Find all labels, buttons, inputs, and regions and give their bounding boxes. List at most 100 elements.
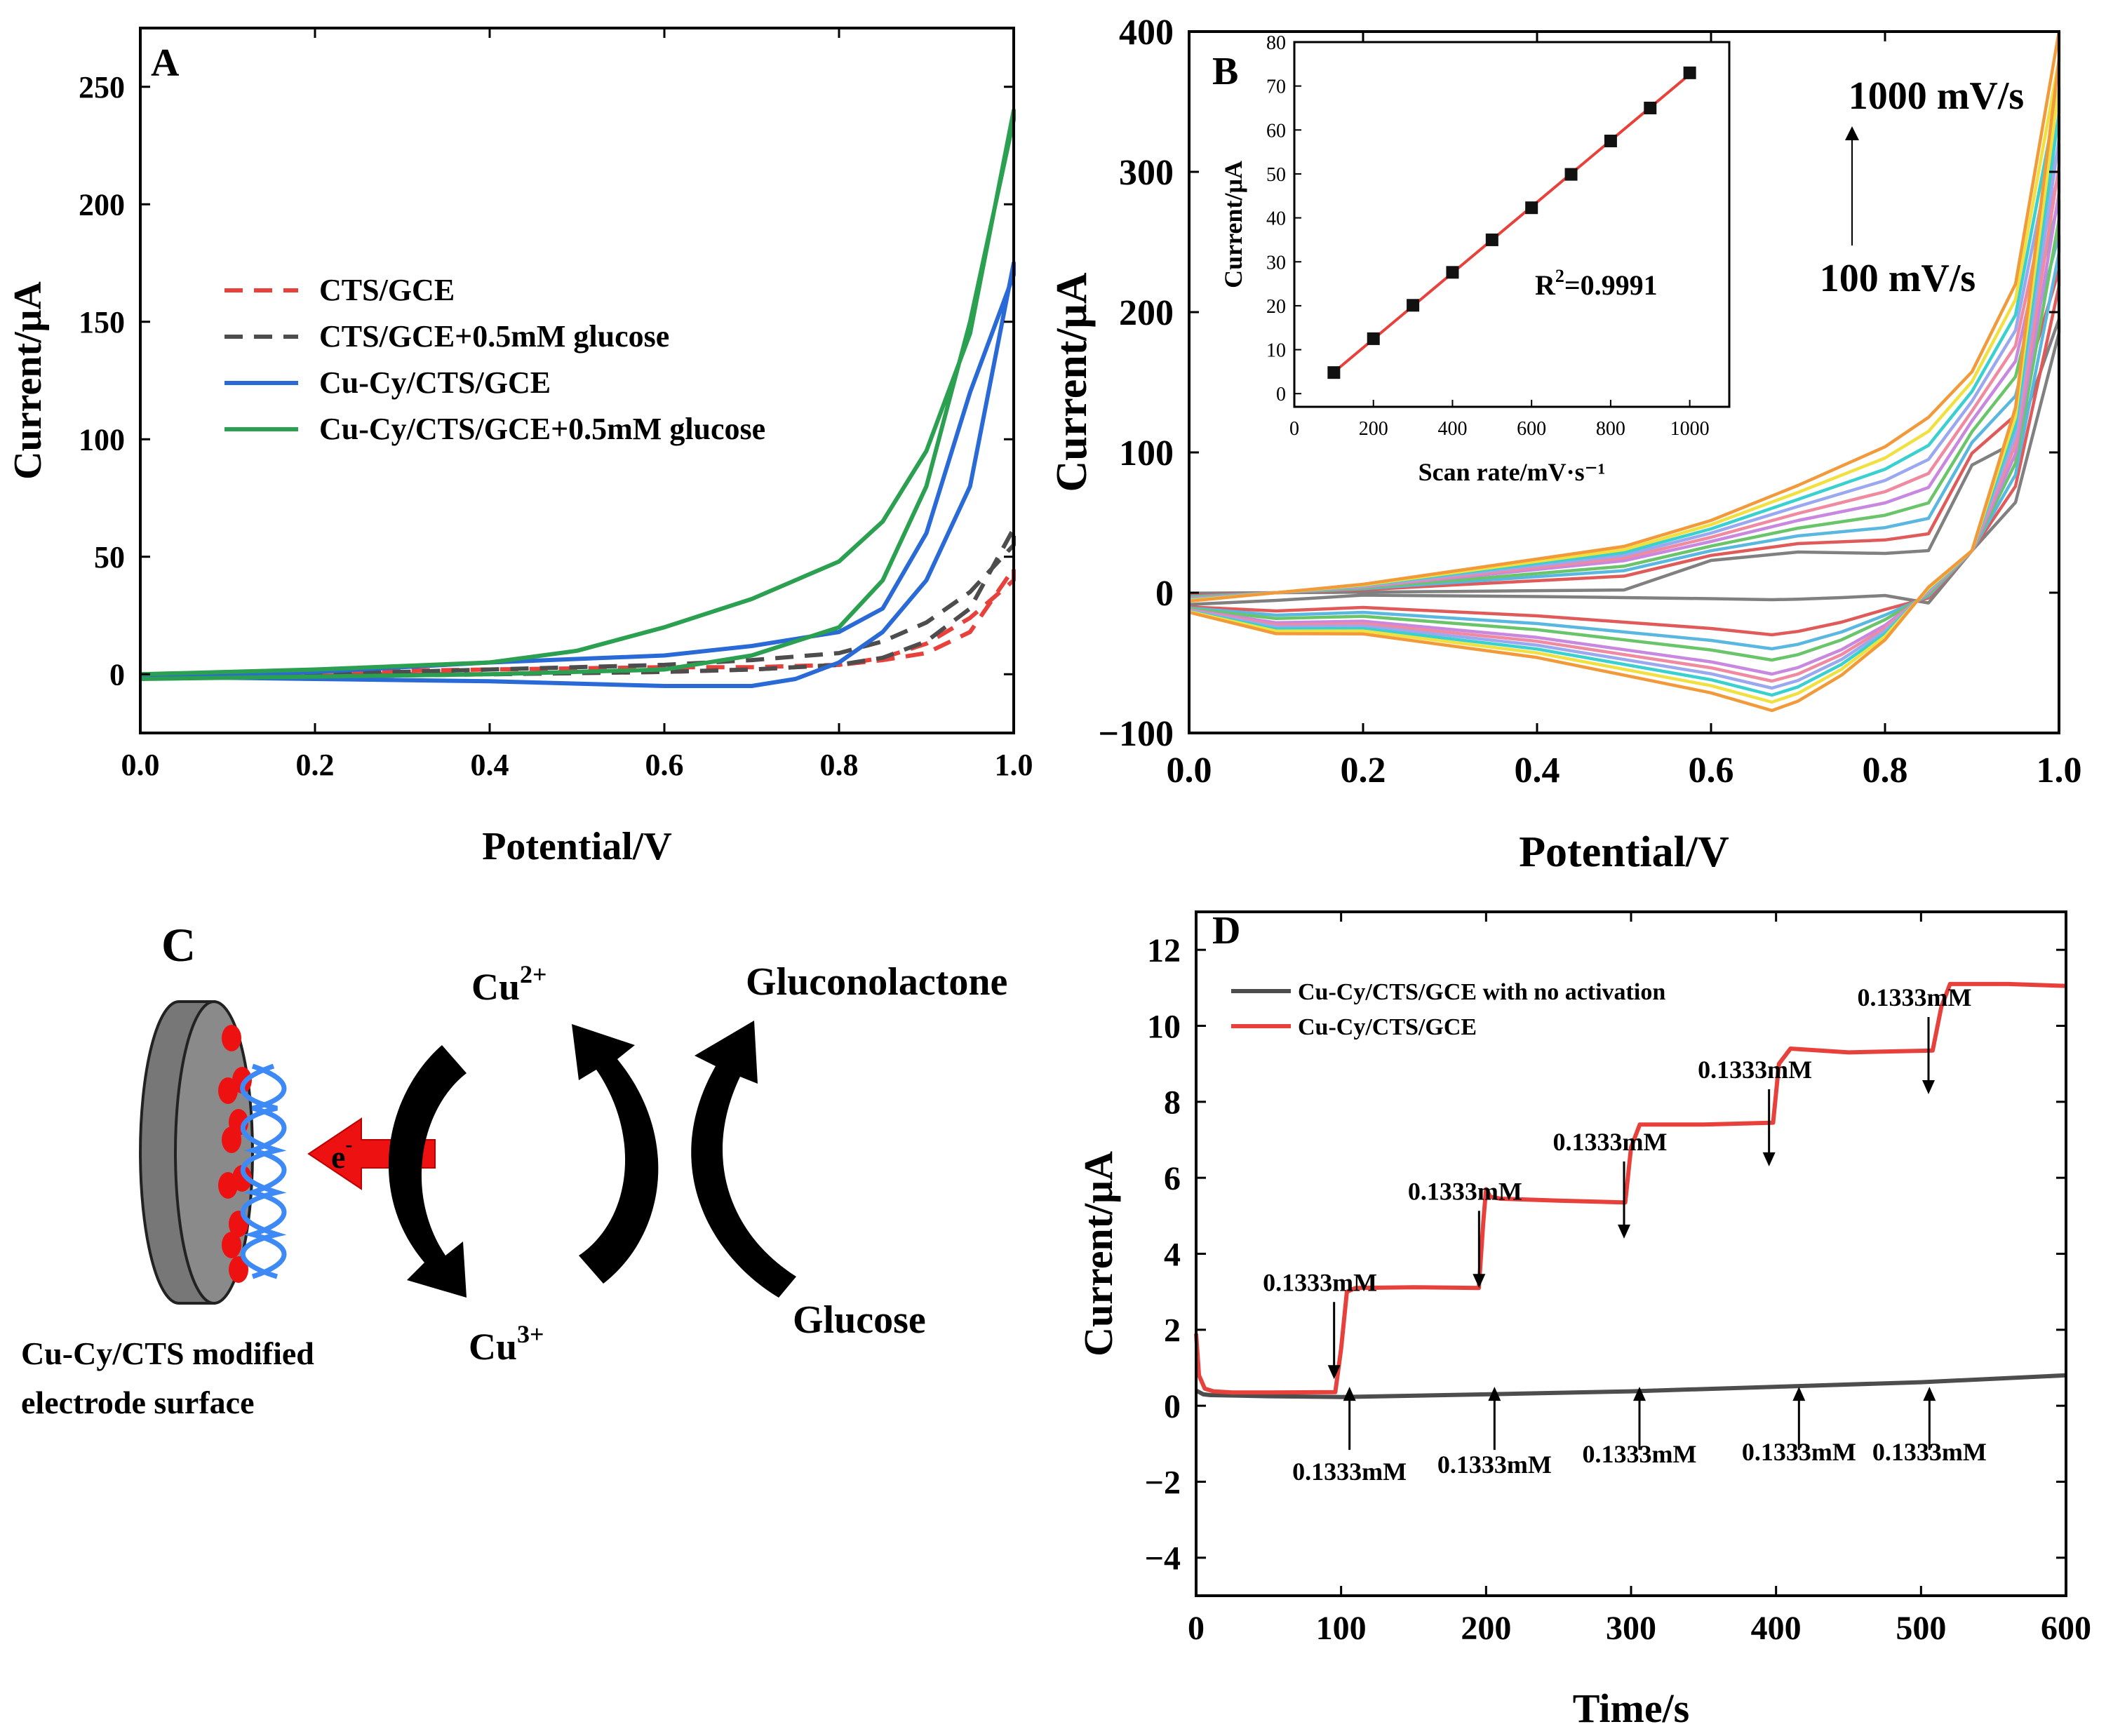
inset-data-point (1327, 366, 1341, 379)
x-tick-label: 100 (1316, 1610, 1367, 1647)
inset-x-tick-label: 800 (1596, 418, 1625, 440)
y-tick-label: 10 (1147, 1008, 1181, 1045)
inset-x-tick-label: 200 (1359, 418, 1388, 440)
injection-label: 0.1333mM (1408, 1177, 1522, 1205)
injection-arrow-head (1922, 1080, 1935, 1094)
x-tick-label: 300 (1606, 1610, 1656, 1647)
gluconolactone-label: Gluconolactone (746, 960, 1007, 1004)
inset-y-tick-label: 70 (1266, 76, 1286, 98)
y-tick-label: 0 (109, 658, 125, 692)
panel-d-chart: 0 100 200 300 400 500 600 −4 −2 0 2 4 6 8 10 12 D Time/s C… (1075, 909, 2091, 1731)
x-tick-label: 200 (1461, 1610, 1511, 1647)
amperometric-trace (1195, 1373, 2067, 1399)
inset-data-point (1525, 201, 1538, 215)
plot-frame (1188, 30, 2060, 734)
panel-label: A (151, 41, 180, 85)
x-tick-label: 500 (1896, 1610, 1946, 1647)
inset-y-tick-label: 0 (1276, 384, 1286, 405)
injection-arrow-head (1343, 1387, 1356, 1401)
injection-label: 0.1333mM (1583, 1440, 1697, 1468)
x-tick-label: 0.2 (296, 748, 335, 782)
injection-arrow-head (1488, 1387, 1501, 1401)
inset-data-point (1683, 66, 1696, 79)
y-tick-label: 12 (1147, 932, 1181, 969)
cv-curve (1188, 317, 2061, 606)
series-line (140, 526, 1016, 679)
electrode-caption-line2: electrode surface (21, 1385, 255, 1420)
inset-x-tick-label: 400 (1437, 418, 1467, 440)
scan-rate-high-label: 1000 mV/s (1849, 74, 2024, 118)
inset-data-point (1446, 266, 1459, 279)
electron-label: e- (331, 1133, 352, 1175)
injection-arrow-head (1618, 1224, 1630, 1239)
y-tick-label: 6 (1164, 1160, 1181, 1197)
y-tick-label: 150 (79, 305, 125, 339)
inset-data-point (1485, 233, 1498, 246)
y-tick-label: 0 (1164, 1388, 1181, 1425)
cv-curve (1188, 170, 2061, 676)
inset-data-point (1644, 101, 1657, 114)
inset-y-tick-label: 40 (1266, 208, 1286, 230)
y-tick-label: 0 (1155, 574, 1174, 614)
cv-curve (1188, 29, 2061, 713)
injection-label: 0.1333mM (1742, 1438, 1856, 1466)
legend-label: Cu-Cy/CTS/GCE+0.5mM glucose (319, 412, 765, 446)
inset-fit-line (1333, 73, 1691, 374)
injection-arrow-head (1762, 1152, 1776, 1166)
panel-c-label: C (161, 918, 196, 971)
scan-rate-arrow-head (1845, 126, 1859, 140)
series-line (140, 108, 1016, 681)
injection-label: 0.1333mM (1437, 1451, 1552, 1479)
y-tick-label: 100 (1119, 433, 1174, 473)
cv-curve (1188, 268, 2061, 637)
y-tick-label: 4 (1164, 1236, 1181, 1273)
cv-curve (1188, 58, 2061, 704)
y-axis-label: Current/μA (6, 281, 50, 480)
inset-y-tick-label: 20 (1266, 296, 1286, 318)
inset-y-tick-label: 50 (1266, 164, 1286, 186)
cv-curve (1188, 114, 2061, 690)
inset-x-axis-label: Scan rate/mV·s⁻¹ (1418, 458, 1606, 486)
inset-y-tick-label: 10 (1266, 340, 1286, 362)
legend-label: CTS/GCE (319, 273, 455, 307)
x-axis-label: Potential/V (1519, 828, 1729, 876)
x-tick-label: 0.6 (645, 748, 684, 782)
electron-transfer-arrow: e- (307, 1117, 436, 1190)
y-tick-label: 300 (1119, 153, 1174, 193)
panel-b-chart: 0.0 0.2 0.4 0.6 0.8 1.0−1000100200300400BPote… (1048, 13, 2082, 876)
y-tick-label: 200 (79, 188, 125, 222)
x-tick-label: 0.2 (1341, 751, 1386, 790)
y-tick-label: −4 (1145, 1540, 1181, 1577)
y-tick-label: 250 (79, 70, 125, 105)
x-tick-label: 0.8 (1863, 751, 1908, 790)
cu-redox-cycle (388, 1021, 796, 1298)
injection-arrow-head (1633, 1387, 1646, 1401)
y-axis-label: Current/μA (1048, 272, 1096, 492)
inset-data-point (1604, 134, 1617, 147)
injection-arrow-head (1923, 1387, 1936, 1401)
x-tick-label: 1.0 (995, 748, 1033, 782)
cu3-label: Cu3+ (469, 1320, 544, 1368)
plot-frame (139, 27, 1015, 734)
inset-x-tick-label: 0 (1289, 418, 1299, 440)
x-tick-label: 600 (2041, 1610, 2091, 1647)
injection-label: 0.1333mM (1858, 983, 1972, 1011)
electrode-caption-line1: Cu-Cy/CTS modified (21, 1335, 314, 1371)
y-tick-label: 400 (1119, 13, 1174, 53)
electrode-illustration (139, 1000, 287, 1305)
y-tick-label: 8 (1164, 1084, 1181, 1122)
cv-curve (1188, 233, 2061, 651)
glucose-label: Glucose (793, 1298, 926, 1342)
injection-label: 0.1333mM (1292, 1458, 1407, 1486)
legend-label: Cu-Cy/CTS/GCE with no activation (1298, 979, 1665, 1005)
y-tick-label: −2 (1145, 1464, 1181, 1501)
inset-x-tick-label: 600 (1517, 418, 1546, 440)
y-tick-label: 2 (1164, 1312, 1181, 1350)
y-tick-label: 200 (1119, 293, 1174, 333)
cv-curve (1188, 198, 2061, 662)
x-tick-label: 0.0 (1167, 751, 1212, 790)
injection-arrow-head (1327, 1365, 1341, 1380)
cv-curve (1188, 86, 2061, 697)
inset-y-tick-label: 30 (1266, 252, 1286, 274)
